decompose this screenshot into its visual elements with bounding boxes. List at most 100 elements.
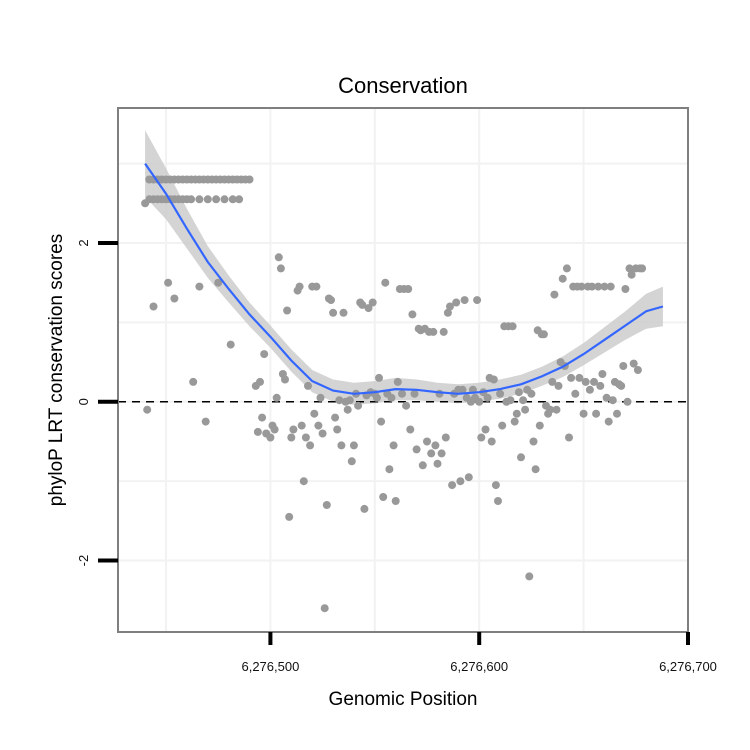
data-point (627, 270, 636, 279)
data-point (322, 501, 331, 509)
data-point (625, 264, 634, 273)
data-point (575, 373, 584, 382)
data-point (274, 253, 283, 262)
data-point (318, 429, 327, 438)
data-point (270, 425, 279, 434)
data-point (368, 298, 377, 307)
data-point (429, 327, 438, 336)
data-point (519, 396, 528, 405)
data-point (600, 282, 609, 291)
data-point (527, 389, 536, 398)
data-point (375, 373, 383, 382)
smooth-line-path (144, 162, 664, 395)
panel-border (117, 107, 689, 633)
data-point (345, 396, 354, 405)
data-point (299, 477, 308, 486)
data-point (531, 465, 540, 474)
data-point (297, 421, 306, 430)
data-point (585, 385, 594, 394)
data-point (579, 409, 588, 418)
data-point (617, 381, 626, 390)
data-point (441, 433, 450, 442)
data-point (535, 421, 544, 430)
data-point (301, 433, 310, 442)
data-point (464, 473, 473, 482)
data-point (427, 449, 436, 458)
data-point (381, 278, 390, 287)
data-point (245, 175, 254, 184)
data-point (314, 421, 323, 430)
smooth-trend-line (144, 162, 664, 395)
grid (118, 108, 689, 632)
data-point (475, 397, 484, 406)
data-point (389, 441, 398, 450)
data-point (435, 389, 444, 398)
data-point (508, 322, 517, 331)
ribbon-area (145, 130, 663, 405)
data-point (487, 437, 496, 446)
data-point (596, 381, 605, 390)
data-point (195, 282, 204, 291)
data-point (431, 441, 440, 450)
data-point (496, 389, 505, 398)
data-point (437, 449, 446, 458)
data-point (289, 425, 298, 434)
data-point (310, 409, 319, 418)
x-tick-label: 6,276,600 (450, 659, 508, 674)
data-point (521, 405, 530, 414)
data-point (331, 413, 340, 422)
data-point (391, 497, 400, 505)
data-point (343, 405, 352, 414)
x-tick-label: 6,276,500 (241, 659, 299, 674)
data-point (398, 389, 406, 398)
data-point (592, 409, 601, 418)
data-point (565, 433, 573, 442)
data-point (619, 362, 628, 370)
data-point (189, 377, 198, 386)
data-point (491, 481, 500, 490)
data-point (143, 405, 152, 414)
data-point (638, 264, 647, 273)
data-point (358, 300, 367, 309)
data-point (458, 385, 467, 394)
data-point (621, 285, 630, 293)
confidence-ribbon (145, 130, 663, 405)
data-point (571, 389, 580, 398)
data-point (581, 377, 590, 386)
data-point (287, 433, 296, 442)
y-axis-title: phyloP LRT conservation scores (46, 234, 67, 507)
data-point (276, 264, 285, 273)
x-axis-title: Genomic Position (329, 689, 478, 710)
data-point (327, 296, 335, 305)
data-point (295, 282, 304, 291)
data-point (446, 302, 454, 311)
data-point (304, 381, 312, 390)
data-point (494, 497, 502, 505)
data-point (510, 417, 519, 426)
data-point (546, 405, 555, 414)
data-point (337, 441, 346, 450)
data-point (387, 393, 396, 402)
x-tick-label: 6,276,700 (659, 659, 717, 674)
data-point (283, 306, 292, 315)
data-point (258, 413, 267, 422)
data-point (354, 401, 363, 410)
data-point (187, 195, 196, 204)
data-point (214, 278, 223, 287)
data-point (201, 417, 210, 426)
data-point (433, 459, 442, 468)
data-point (203, 195, 212, 204)
data-point (335, 396, 344, 405)
data-point (567, 373, 576, 382)
data-point (316, 393, 325, 402)
data-point (272, 393, 281, 402)
data-point (256, 377, 264, 386)
data-point (590, 377, 598, 386)
data-point (529, 437, 538, 446)
data-point (412, 445, 421, 454)
data-point (164, 278, 173, 287)
data-point (594, 282, 603, 291)
data-point (406, 425, 415, 434)
axes: 6,276,500 6,276,600 6,276,700 -2 0 2 (76, 239, 717, 674)
data-point (443, 308, 452, 317)
